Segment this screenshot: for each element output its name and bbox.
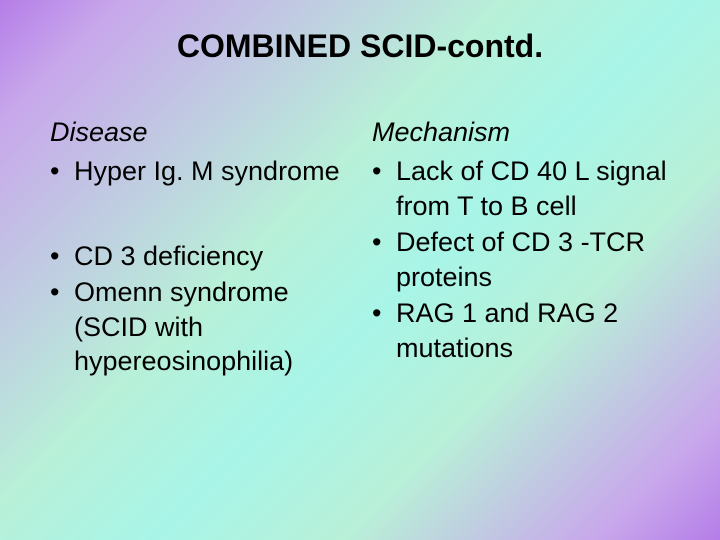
list-item: • Omenn syndrome (SCID with hypereosinop… [50, 275, 348, 379]
list-item: • RAG 1 and RAG 2 mutations [372, 296, 670, 365]
bullet-text: Omenn syndrome (SCID with hypereosinophi… [74, 275, 348, 379]
bullet-icon: • [372, 154, 396, 189]
mechanism-heading: Mechanism [372, 117, 670, 148]
bullet-icon: • [50, 154, 74, 189]
list-item: • Hyper Ig. M syndrome [50, 154, 348, 189]
bullet-text: RAG 1 and RAG 2 mutations [396, 296, 670, 365]
bullet-text: Defect of CD 3 -TCR proteins [396, 225, 670, 294]
list-item: • Lack of CD 40 L signal from T to B cel… [372, 154, 670, 223]
bullet-text: CD 3 deficiency [74, 239, 348, 274]
bullet-icon: • [50, 275, 74, 310]
disease-column: Disease • Hyper Ig. M syndrome • CD 3 de… [50, 117, 348, 381]
list-item: • Defect of CD 3 -TCR proteins [372, 225, 670, 294]
disease-heading: Disease [50, 117, 348, 148]
slide: COMBINED SCID-contd. Disease • Hyper Ig.… [0, 0, 720, 540]
two-column-layout: Disease • Hyper Ig. M syndrome • CD 3 de… [50, 117, 670, 381]
list-item: • CD 3 deficiency [50, 239, 348, 274]
slide-title: COMBINED SCID-contd. [50, 28, 670, 65]
bullet-text: Hyper Ig. M syndrome [74, 154, 348, 189]
mechanism-column: Mechanism • Lack of CD 40 L signal from … [372, 117, 670, 381]
bullet-text: Lack of CD 40 L signal from T to B cell [396, 154, 670, 223]
bullet-icon: • [50, 239, 74, 274]
bullet-icon: • [372, 296, 396, 331]
spacer [50, 191, 348, 239]
bullet-icon: • [372, 225, 396, 260]
